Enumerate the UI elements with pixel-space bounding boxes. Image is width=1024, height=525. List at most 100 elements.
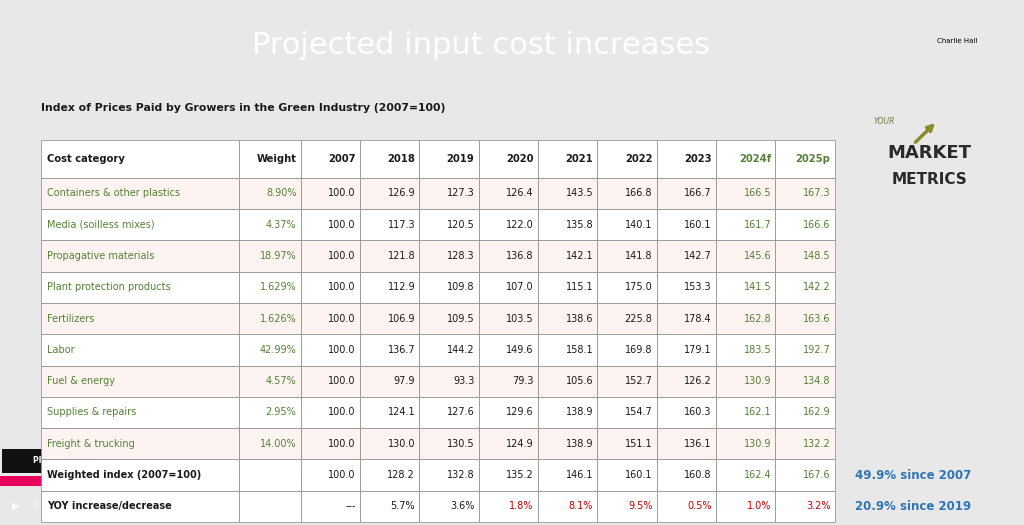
Text: 142.7: 142.7 (684, 251, 712, 261)
Text: 138.9: 138.9 (565, 407, 593, 417)
Bar (419, 209, 478, 240)
Bar (41, 178, 239, 209)
Bar (656, 397, 716, 428)
Bar (301, 459, 359, 491)
Bar (239, 140, 301, 178)
Text: 128.2: 128.2 (387, 470, 415, 480)
Text: 2018: 2018 (387, 154, 415, 164)
Bar (597, 365, 656, 397)
Text: 138.6: 138.6 (565, 313, 593, 323)
Text: 141.5: 141.5 (743, 282, 771, 292)
Text: 142.2: 142.2 (803, 282, 830, 292)
Bar (716, 334, 775, 365)
Bar (419, 140, 478, 178)
Text: 100.0: 100.0 (329, 313, 355, 323)
Bar (775, 303, 835, 334)
Text: 1.629%: 1.629% (260, 282, 297, 292)
Text: 🔊: 🔊 (56, 501, 61, 510)
Bar (419, 365, 478, 397)
Text: 152.7: 152.7 (625, 376, 652, 386)
Bar (478, 397, 538, 428)
Text: ---: --- (345, 501, 355, 511)
Text: 112.9: 112.9 (387, 282, 415, 292)
Text: 8.1%: 8.1% (568, 501, 593, 511)
Text: 3.2%: 3.2% (806, 501, 830, 511)
Text: 166.5: 166.5 (743, 188, 771, 198)
Text: Plant protection products: Plant protection products (47, 282, 171, 292)
Bar (359, 240, 419, 271)
Bar (239, 491, 301, 522)
Bar (239, 303, 301, 334)
Bar (478, 334, 538, 365)
Text: 162.1: 162.1 (743, 407, 771, 417)
Text: 127.3: 127.3 (446, 188, 474, 198)
Bar (239, 459, 301, 491)
Bar (656, 365, 716, 397)
Text: 132.2: 132.2 (803, 439, 830, 449)
Text: 1.0%: 1.0% (746, 501, 771, 511)
Bar (597, 178, 656, 209)
Text: 100.0: 100.0 (329, 439, 355, 449)
Bar (301, 303, 359, 334)
Text: 127.6: 127.6 (446, 407, 474, 417)
Text: 0.5%: 0.5% (687, 501, 712, 511)
Bar (775, 334, 835, 365)
Bar (538, 459, 597, 491)
Text: 129.6: 129.6 (506, 407, 534, 417)
Text: 2019: 2019 (446, 154, 474, 164)
Bar (359, 334, 419, 365)
Bar (656, 491, 716, 522)
Bar (538, 178, 597, 209)
Bar (478, 459, 538, 491)
Text: 140.1: 140.1 (625, 219, 652, 230)
Text: 124.9: 124.9 (506, 439, 534, 449)
Text: 225.8: 225.8 (625, 313, 652, 323)
Bar (538, 397, 597, 428)
Text: 2025p: 2025p (796, 154, 830, 164)
Bar (41, 271, 239, 303)
Bar (656, 428, 716, 459)
Bar (239, 178, 301, 209)
Text: 126.4: 126.4 (506, 188, 534, 198)
Bar (775, 140, 835, 178)
Bar (775, 178, 835, 209)
Text: 130.0: 130.0 (388, 439, 415, 449)
Text: 160.1: 160.1 (625, 470, 652, 480)
Text: Weight: Weight (256, 154, 297, 164)
Bar (359, 209, 419, 240)
Bar (597, 334, 656, 365)
Bar (301, 178, 359, 209)
Bar (538, 271, 597, 303)
Text: 167.6: 167.6 (803, 470, 830, 480)
Bar (419, 491, 478, 522)
Bar (716, 365, 775, 397)
Bar (716, 428, 775, 459)
Text: 136.8: 136.8 (506, 251, 534, 261)
Text: 136.7: 136.7 (387, 345, 415, 355)
Bar (301, 271, 359, 303)
Bar (538, 428, 597, 459)
Bar (41, 240, 239, 271)
Bar (301, 209, 359, 240)
Text: Fuel & energy: Fuel & energy (47, 376, 115, 386)
Bar (656, 334, 716, 365)
Bar (597, 209, 656, 240)
Text: 134.8: 134.8 (803, 376, 830, 386)
Text: 107.0: 107.0 (506, 282, 534, 292)
Text: 130.9: 130.9 (743, 439, 771, 449)
Bar (41, 428, 239, 459)
Text: 3.6%: 3.6% (451, 501, 474, 511)
Bar (419, 178, 478, 209)
Bar (478, 140, 538, 178)
Bar (716, 459, 775, 491)
Text: 162.8: 162.8 (743, 313, 771, 323)
Text: 126.9: 126.9 (387, 188, 415, 198)
Text: 4.57%: 4.57% (265, 376, 297, 386)
Bar (478, 365, 538, 397)
Bar (419, 397, 478, 428)
Bar (419, 303, 478, 334)
Bar (41, 491, 239, 522)
Bar (775, 397, 835, 428)
Bar (775, 240, 835, 271)
Bar (41, 303, 239, 334)
